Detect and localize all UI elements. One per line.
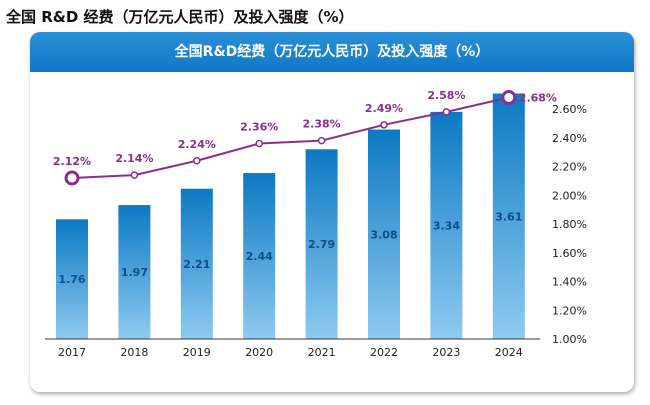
line-label-2018: 2.14% [115, 152, 153, 165]
line-label-2020: 2.36% [240, 121, 278, 134]
line-point-2017 [64, 170, 80, 186]
line-point-2018 [130, 171, 139, 179]
bar-label-2018: 1.97 [121, 266, 148, 279]
right-tick: 2.40% [552, 132, 587, 145]
line-point-2021 [317, 136, 326, 145]
bar-2017 [56, 219, 88, 339]
x-tick-2024: 2024 [495, 346, 523, 359]
bar-2019 [180, 188, 213, 339]
right-tick: 1.40% [552, 276, 587, 289]
bar-2022 [368, 129, 400, 339]
right-tick: 2.60% [552, 103, 587, 116]
line-label-2024: 2.68% [519, 92, 557, 105]
bar-2024 [492, 93, 525, 340]
right-tick: 2.00% [552, 189, 587, 202]
line-label-2023: 2.58% [427, 89, 465, 102]
bar-2018 [118, 205, 151, 339]
bar-label-2022: 3.08 [370, 228, 397, 241]
bar-label-2017: 1.76 [58, 273, 85, 286]
x-tick-2017: 2017 [58, 346, 86, 359]
x-tick-2022: 2022 [370, 346, 398, 359]
line-point-2023 [442, 108, 451, 116]
line-point-2024 [501, 90, 517, 105]
line-label-2017: 2.12% [53, 155, 91, 168]
right-tick: 1.80% [552, 218, 587, 231]
right-tick: 1.00% [552, 333, 587, 346]
x-tick-2020: 2020 [245, 346, 273, 359]
line-label-2022: 2.49% [365, 102, 403, 115]
line-label-2021: 2.38% [303, 118, 341, 131]
right-tick: 1.60% [552, 247, 587, 260]
x-tick-2018: 2018 [120, 346, 148, 359]
bar-label-2019: 2.21 [183, 258, 210, 271]
bar-2020 [243, 173, 276, 339]
right-tick: 2.20% [552, 161, 587, 174]
chart-title: 全国R&D经费（万亿元人民币）及投入强度（%） [30, 32, 634, 72]
bar-label-2024: 3.61 [495, 210, 522, 223]
page-title: 全国 R&D 经费（万亿元人民币）及投入强度（%） [6, 8, 354, 26]
line-point-2019 [193, 157, 201, 165]
line-label-2019: 2.24% [178, 138, 216, 151]
line-point-2020 [255, 139, 263, 148]
bar-label-2020: 2.44 [246, 250, 273, 263]
intensity-line [71, 96, 510, 179]
line-point-2022 [380, 121, 388, 129]
bar-label-2023: 3.34 [433, 219, 460, 232]
x-tick-2023: 2023 [432, 346, 460, 359]
bar-label-2021: 2.79 [308, 238, 335, 251]
x-tick-2019: 2019 [183, 346, 211, 359]
bar-2023 [430, 111, 463, 339]
right-tick: 1.20% [552, 304, 587, 317]
x-tick-2021: 2021 [308, 346, 336, 359]
bar-2021 [305, 149, 338, 339]
